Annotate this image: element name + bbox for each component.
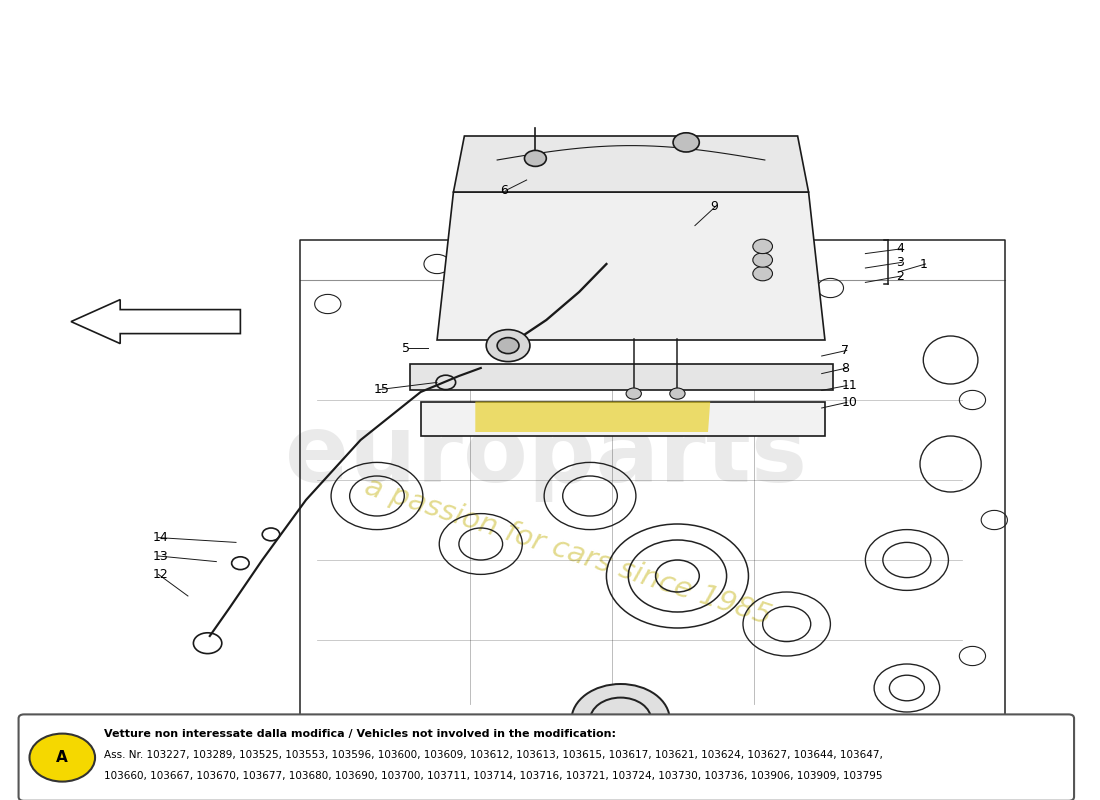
Circle shape <box>30 734 95 782</box>
Circle shape <box>752 266 772 281</box>
Text: europarts: europarts <box>285 410 807 502</box>
Text: 11: 11 <box>842 379 857 392</box>
Text: A: A <box>56 750 68 765</box>
Circle shape <box>497 338 519 354</box>
Polygon shape <box>437 192 825 340</box>
Text: 103660, 103667, 103670, 103677, 103680, 103690, 103700, 103711, 103714, 103716, : 103660, 103667, 103670, 103677, 103680, … <box>103 771 882 781</box>
Circle shape <box>486 330 530 362</box>
Text: 9: 9 <box>711 200 718 213</box>
Text: a passion for cars since 1985: a passion for cars since 1985 <box>361 473 776 631</box>
Polygon shape <box>420 402 825 436</box>
Circle shape <box>670 388 685 399</box>
Circle shape <box>752 253 772 267</box>
FancyArrow shape <box>72 300 241 344</box>
Text: 3: 3 <box>896 256 904 269</box>
Text: Vetture non interessate dalla modifica / Vehicles not involved in the modificati: Vetture non interessate dalla modifica /… <box>103 730 616 739</box>
Polygon shape <box>475 402 711 432</box>
Text: 15: 15 <box>374 383 389 396</box>
Text: 4: 4 <box>896 242 904 255</box>
Text: 2: 2 <box>896 270 904 282</box>
Text: 14: 14 <box>153 531 168 544</box>
Circle shape <box>525 150 547 166</box>
Text: 7: 7 <box>842 344 849 357</box>
Text: 12: 12 <box>153 568 168 581</box>
Text: Ass. Nr. 103227, 103289, 103525, 103553, 103596, 103600, 103609, 103612, 103613,: Ass. Nr. 103227, 103289, 103525, 103553,… <box>103 750 882 760</box>
Text: 5: 5 <box>403 342 410 354</box>
Circle shape <box>571 684 670 756</box>
Polygon shape <box>453 136 808 192</box>
FancyBboxPatch shape <box>19 714 1074 800</box>
Text: 13: 13 <box>153 550 168 562</box>
Text: 16: 16 <box>697 755 713 768</box>
Text: 10: 10 <box>842 396 857 409</box>
Text: 6: 6 <box>500 184 508 197</box>
Circle shape <box>590 698 651 742</box>
Text: 1: 1 <box>920 258 928 270</box>
Circle shape <box>752 239 772 254</box>
Circle shape <box>626 388 641 399</box>
Polygon shape <box>409 364 833 390</box>
Circle shape <box>673 133 700 152</box>
Text: 8: 8 <box>842 362 849 374</box>
